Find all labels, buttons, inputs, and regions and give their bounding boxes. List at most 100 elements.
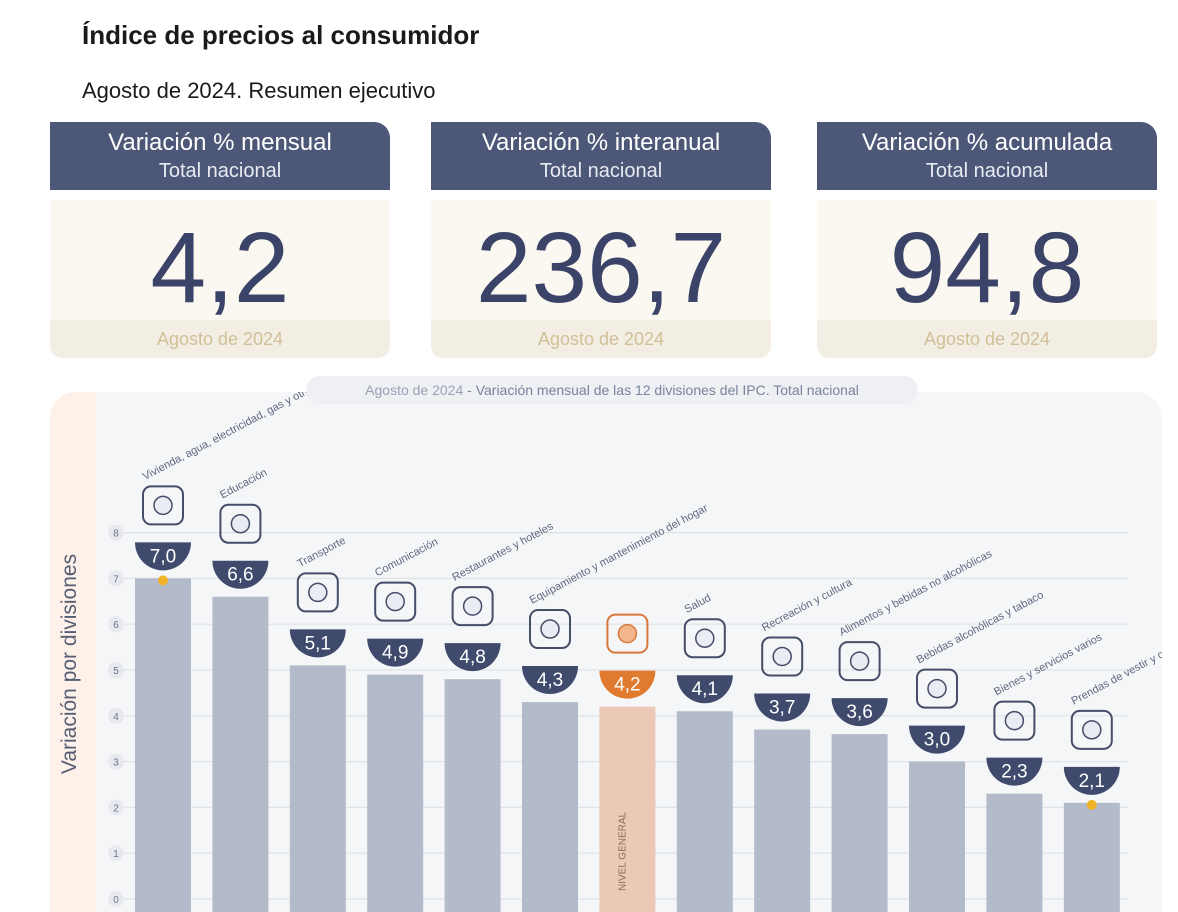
kpi-value: 94,8 [889,212,1085,324]
data-label: 3,6 [846,702,872,723]
bar [676,711,733,912]
basket-icon [606,613,649,654]
y-tick-bubble [108,753,124,770]
value-badge [367,638,424,667]
category-label: Restaurantes y hoteles [450,520,555,584]
category-label: NIVEL GENERAL [617,811,628,891]
bus-car-icon [296,572,339,613]
category-label: Salud [683,592,713,616]
book-icon-shape [219,503,262,544]
lightbulb-icon [142,485,184,526]
bus-car-icon-detail [308,582,328,603]
phone-icon-detail [385,591,405,612]
y-tick-bubble [108,799,124,816]
bus-car-icon-shape [296,572,339,613]
bar [831,734,888,912]
chart-title: Agosto de 2024 - Variación mensual de la… [306,376,918,404]
y-tick-bubble [108,662,124,678]
kpi-footer: Agosto de 2024 [50,320,390,358]
plate-cutlery-icon-detail [462,596,483,616]
kpi-body: 236,7 Agosto de 2024 [431,200,771,358]
data-label: 2,1 [1079,771,1105,792]
medical-cross-icon-shape [683,618,726,659]
umbrella-sun-icon-shape [761,636,804,677]
kpi-footer: Agosto de 2024 [431,320,771,358]
phone-icon-shape [374,581,417,622]
data-label: 6,6 [227,565,253,586]
bar [599,706,656,912]
kpi-value: 236,7 [475,212,727,324]
value-badge [754,693,811,722]
tshirt-icon-detail [1082,720,1102,740]
marker-dot [158,575,168,586]
scissors-icon-detail [1004,710,1025,731]
phone-icon [374,581,417,622]
bar [135,578,191,912]
plate-cutlery-icon-shape [451,586,494,627]
bread-chicken-icon-detail [849,651,870,671]
kpi-header: Variación % mensual Total nacional [50,122,390,190]
bar [289,665,346,912]
lightbulb-icon-shape [142,485,184,526]
value-badge [522,666,578,695]
bread-chicken-icon [838,641,881,682]
y-tick-bubble [108,616,124,633]
data-label: 5,1 [305,633,331,654]
value-badge [135,542,191,571]
y-tick-bubble [108,845,124,862]
bread-chicken-icon-shape [838,641,881,682]
chart-title-date: Agosto de 2024 [365,382,464,398]
data-label: 4,9 [382,643,408,664]
y-tick-label: 7 [113,574,119,585]
value-badge [831,698,888,727]
bar [367,674,424,912]
chart-panel: Variación por divisiones 0 1 2 3 4 5 6 7 8 7,0 Viv… [50,392,1162,912]
value-badge [599,670,656,699]
data-label: 7,0 [150,546,176,567]
kpi-card-acumulada: Variación % acumulada Total nacional 94,… [817,122,1157,358]
bar [444,679,501,912]
bar [986,793,1043,912]
medical-cross-icon [683,618,726,659]
tshirt-icon [1070,709,1113,750]
kpi-value: 4,2 [150,212,290,324]
value-badge [444,643,501,672]
y-tick-bubble [108,707,124,724]
bar [754,729,811,912]
data-label: 4,2 [614,675,640,696]
bar [1063,802,1120,912]
value-badge [676,675,733,704]
book-icon [219,503,262,544]
kpi-subtitle: Total nacional [158,160,282,182]
y-axis-strip [50,392,96,912]
chart-title-text: - Variación mensual de las 12 divisiones… [463,382,859,398]
tshirt-icon-shape [1070,709,1113,750]
kpi-card-mensual: Variación % mensual Total nacional 4,2 A… [50,122,390,358]
kpi-card-interanual: Variación % interanual Total nacional 23… [431,122,771,358]
data-label: 3,7 [769,698,795,719]
kpi-header: Variación % interanual Total nacional [431,122,771,190]
washing-machine-icon-detail [540,619,560,639]
page-subtitle: Agosto de 2024. Resumen ejecutivo [82,78,436,103]
category-label: Equipamiento y mantenimiento del hogar [528,502,710,607]
kpi-title: Variación % interanual [481,129,721,156]
kpi-body: 4,2 Agosto de 2024 [50,200,390,358]
bottle-glass-icon [916,668,958,709]
y-tick-label: 4 [113,712,119,723]
category-label: Comunicación [373,536,440,579]
umbrella-sun-icon [761,636,804,677]
kpi-subtitle: Total nacional [539,160,663,182]
marker-dot [1086,799,1097,810]
y-tick-label: 8 [113,529,119,540]
kpi-footer: Agosto de 2024 [817,320,1157,358]
y-tick-label: 3 [113,758,119,769]
value-badge [212,560,269,589]
bottle-glass-icon-detail [927,678,947,699]
kpi-header: Variación % acumulada Total nacional [817,122,1157,190]
kpi-body: 94,8 Agosto de 2024 [817,200,1157,358]
data-label: 3,0 [924,730,950,751]
washing-machine-icon-shape [529,609,571,650]
y-tick-label: 6 [113,620,119,631]
value-badge [909,725,965,754]
